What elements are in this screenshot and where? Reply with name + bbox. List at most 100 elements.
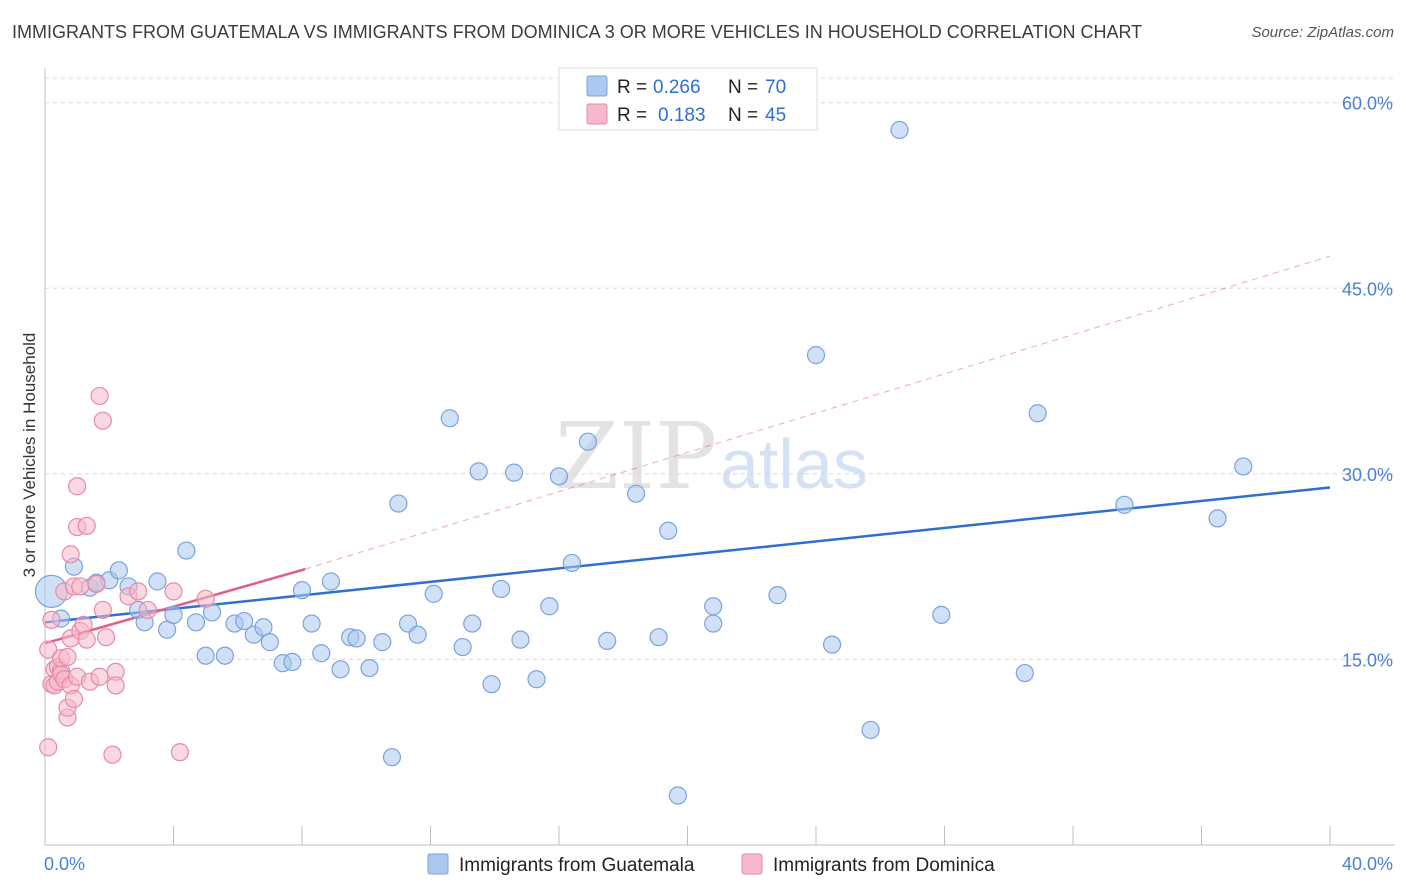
scatter-point-guatemala [382,748,402,767]
legend-n-label-guatemala: N = [728,77,758,98]
scatter-point-guatemala [768,586,787,605]
scatter-point-dominica [71,577,90,596]
scatter-point-guatemala [389,494,408,513]
scatter-point-dominica [93,600,112,620]
legend-r-value-guatemala: 0.266 [653,77,701,98]
scatter-point-guatemala [215,646,234,665]
scatter-point-dominica [42,610,61,629]
scatter-point-guatemala [704,614,723,633]
scatter-point-guatemala [292,581,312,600]
scatter-point-dominica [103,745,122,764]
scatter-point-dominica [39,640,58,659]
scatter-point-guatemala [511,630,530,649]
scatter-point-dominica [90,386,109,406]
scatter-point-guatemala [331,660,350,679]
scatter-point-guatemala [109,561,128,580]
data-points [34,120,1253,805]
series-legend: Immigrants from Guatemala Immigrants fro… [427,853,995,876]
scatter-point-guatemala [527,670,546,689]
scatter-point-guatemala [562,553,581,573]
scatter-point-dominica [129,582,148,601]
scatter-point-guatemala [822,635,842,654]
scatter-point-guatemala [347,629,366,648]
y-tick-label: 15.0% [1342,650,1393,670]
scatter-point-guatemala [932,605,951,625]
scatter-point-guatemala [861,720,880,740]
legend-swatch-dominica [586,103,608,125]
scatter-point-guatemala [704,597,723,616]
chart-title: IMMIGRANTS FROM GUATEMALA VS IMMIGRANTS … [12,22,1143,42]
series-legend-swatch-guatemala [427,853,449,875]
scatter-point-guatemala [164,605,183,625]
scatter-point-dominica [87,574,106,594]
scatter-point-guatemala [312,644,331,663]
scatter-point-guatemala [360,658,379,678]
scatter-point-guatemala [321,572,341,591]
legend-r-value-dominica: 0.183 [658,105,706,126]
legend-r-label-guatemala: R = [617,77,647,98]
scatter-point-dominica [196,589,215,608]
scatter-point-guatemala [806,346,826,365]
scatter-point-guatemala [469,462,488,481]
scatter-point-guatemala [626,484,646,503]
scatter-point-dominica [90,667,109,686]
scatter-point-dominica [93,411,112,430]
x-tick-label: 0.0% [44,854,85,874]
legend-swatch-guatemala [586,75,608,97]
scatter-point-guatemala [598,631,617,650]
scatter-point-dominica [170,743,190,762]
scatter-point-guatemala [283,652,302,672]
scatter-point-guatemala [463,614,482,633]
grid-lines [45,77,1395,660]
scatter-point-dominica [106,676,125,695]
watermark: ZIP atlas [555,403,868,510]
legend-n-value-dominica: 45 [765,105,786,126]
scatter-point-dominica [64,689,84,709]
scatter-point-guatemala [668,786,687,805]
legend-n-value-guatemala: 70 [765,77,786,98]
series-legend-swatch-dominica [741,853,763,875]
y-tick-label: 30.0% [1342,465,1393,485]
axes [44,68,1395,846]
scatter-point-guatemala [440,409,459,428]
scatter-point-guatemala [649,628,668,647]
x-tick-label: 40.0% [1342,854,1393,874]
series-legend-label-guatemala: Immigrants from Guatemala [459,855,695,876]
scatter-point-guatemala [302,614,321,633]
scatter-point-guatemala [177,541,196,560]
y-tick-label: 45.0% [1342,279,1393,299]
scatter-point-guatemala [659,521,678,540]
legend-r-label-dominica: R = [617,105,647,126]
scatter-point-dominica [164,582,183,601]
scatter-point-guatemala [1234,457,1253,476]
scatter-point-guatemala [424,584,443,603]
scatter-point-guatemala [196,646,215,665]
y-tick-label: 60.0% [1342,94,1393,114]
scatter-point-guatemala [540,597,559,616]
scatter-point-dominica [61,545,80,564]
scatter-point-dominica [74,615,93,634]
scatter-point-guatemala [373,633,392,652]
tick-labels: 15.0% 30.0% 45.0% 60.0% 0.0% 40.0% [44,94,1393,874]
legend-n-label-dominica: N = [728,105,758,126]
scatter-point-guatemala [482,675,501,694]
scatter-point-dominica [58,647,77,667]
scatter-point-guatemala [1115,495,1134,514]
scatter-point-dominica [39,738,58,757]
scatter-point-guatemala [1208,509,1227,528]
watermark-atlas: atlas [720,425,868,503]
scatter-point-dominica [68,477,87,496]
scatter-point-guatemala [453,637,472,657]
scatter-point-guatemala [549,467,569,486]
trend-line-guatemala [44,486,1331,624]
scatter-point-guatemala [186,613,206,632]
trend-line-extension-dominica [305,255,1331,570]
scatter-point-guatemala [504,463,524,482]
scatter-point-guatemala [148,572,167,591]
y-axis-title: 3 or more Vehicles in Household [20,333,39,578]
scatter-point-guatemala [492,579,511,599]
correlation-legend: R = 0.266 N = 70 R = 0.183 N = 45 [558,67,818,131]
scatter-point-guatemala [260,633,279,652]
scatter-point-dominica [96,628,116,647]
